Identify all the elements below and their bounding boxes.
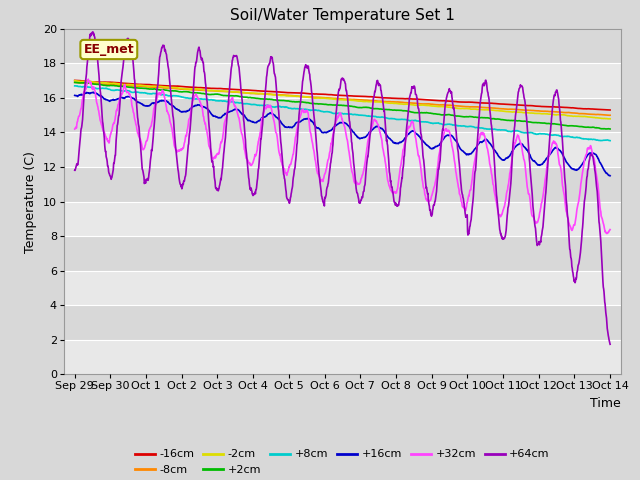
- Bar: [64, 29, 621, 63]
- X-axis label: Time: Time: [590, 397, 621, 410]
- Bar: [64, 98, 621, 132]
- Bar: [64, 340, 621, 374]
- Bar: [64, 202, 621, 236]
- Bar: [64, 167, 621, 202]
- Y-axis label: Temperature (C): Temperature (C): [24, 151, 37, 252]
- Bar: [64, 305, 621, 340]
- Legend: -16cm, -8cm, -2cm, +2cm, +8cm, +16cm, +32cm, +64cm: -16cm, -8cm, -2cm, +2cm, +8cm, +16cm, +3…: [131, 445, 554, 480]
- Title: Soil/Water Temperature Set 1: Soil/Water Temperature Set 1: [230, 9, 455, 24]
- Bar: [64, 132, 621, 167]
- Bar: [64, 271, 621, 305]
- Bar: [64, 236, 621, 271]
- Bar: [64, 63, 621, 98]
- Text: EE_met: EE_met: [83, 43, 134, 56]
